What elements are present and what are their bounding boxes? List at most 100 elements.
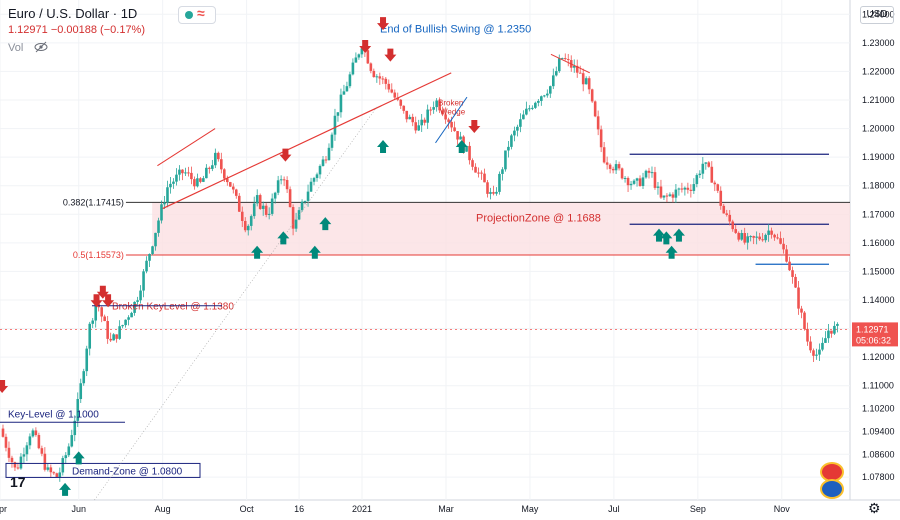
candle-body bbox=[73, 420, 77, 436]
candle-body bbox=[746, 236, 749, 243]
currency-flags bbox=[820, 462, 844, 499]
candle-body bbox=[800, 308, 803, 313]
candle-body bbox=[599, 129, 603, 148]
y-axis[interactable]: 1.07800 1.08600 1.09400 1.10200 1.11000 1.120… bbox=[852, 9, 898, 482]
wedge-line bbox=[435, 96, 468, 144]
quote-line: 1.12971 −0.00188 (−0.17%) bbox=[8, 24, 146, 36]
candle-body bbox=[755, 236, 758, 238]
candle-body bbox=[148, 253, 151, 261]
currency-button[interactable]: USD bbox=[860, 6, 894, 24]
gear-icon[interactable]: ⚙ bbox=[868, 500, 881, 516]
candle-body bbox=[731, 221, 735, 230]
candle-body bbox=[513, 130, 516, 136]
indicator-toggle-button[interactable]: ≈ bbox=[178, 5, 216, 24]
y-tick-label: 1.19000 bbox=[862, 152, 895, 162]
buy-arrow-icon bbox=[319, 217, 332, 231]
candle-body bbox=[193, 179, 196, 187]
candle-body bbox=[333, 115, 337, 135]
candle-body bbox=[217, 152, 220, 160]
candle-body bbox=[372, 70, 376, 78]
candle-body bbox=[10, 457, 14, 463]
candle-body bbox=[357, 54, 361, 58]
y-tick-label: 1.18000 bbox=[862, 181, 895, 191]
candle-body bbox=[435, 100, 438, 108]
candle-body bbox=[779, 238, 782, 244]
candle-body bbox=[309, 181, 313, 192]
candle-body bbox=[465, 145, 468, 152]
candle-body bbox=[453, 127, 456, 132]
candle-body bbox=[46, 467, 50, 470]
candle-body bbox=[196, 178, 199, 187]
trendline-red bbox=[162, 72, 452, 210]
y-tick-label: 1.24000 bbox=[862, 9, 895, 19]
candle-body bbox=[231, 186, 235, 190]
candle-body bbox=[429, 109, 432, 111]
sell-arrow-icon bbox=[96, 285, 109, 299]
candle-body bbox=[240, 211, 244, 221]
candle-body bbox=[276, 180, 280, 193]
y-tick-label: 1.12000 bbox=[862, 352, 895, 362]
x-tick-label: 16 bbox=[294, 504, 304, 514]
x-tick-label: 2021 bbox=[352, 504, 372, 514]
candle-body bbox=[282, 179, 286, 181]
candle-body bbox=[214, 152, 217, 166]
candle-body bbox=[76, 399, 80, 421]
candle-body bbox=[614, 164, 618, 171]
volume-label[interactable]: Vol bbox=[8, 42, 24, 54]
candle-body bbox=[157, 220, 160, 233]
countdown-label: 05:06:32 bbox=[856, 335, 891, 345]
candle-body bbox=[459, 136, 462, 140]
candle-body bbox=[821, 342, 824, 350]
candle-body bbox=[734, 229, 738, 233]
candle-body bbox=[273, 192, 277, 199]
y-tick-label: 1.15000 bbox=[862, 266, 895, 276]
candle-body bbox=[255, 195, 259, 204]
candle-body bbox=[528, 108, 531, 110]
hide-eye-icon[interactable] bbox=[34, 41, 48, 53]
candle-body bbox=[85, 348, 89, 372]
candle-body bbox=[471, 160, 474, 167]
candle-body bbox=[474, 166, 477, 173]
candle-body bbox=[504, 150, 507, 170]
sell-arrow-icon bbox=[0, 380, 9, 393]
candle-body bbox=[199, 178, 202, 182]
candle-body bbox=[426, 109, 429, 123]
y-tick-label: 1.11000 bbox=[862, 381, 894, 391]
candle-body bbox=[321, 159, 325, 166]
candle-body bbox=[118, 326, 121, 339]
candle-body bbox=[70, 435, 74, 447]
candle-body bbox=[106, 321, 109, 339]
candle-body bbox=[617, 164, 621, 169]
candle-body bbox=[596, 116, 600, 130]
candle-body bbox=[387, 83, 391, 90]
candle-body bbox=[644, 170, 648, 178]
candle-body bbox=[22, 454, 26, 457]
candle-body bbox=[486, 182, 489, 194]
candle-body bbox=[1, 428, 5, 437]
candle-body bbox=[408, 116, 412, 120]
candle-body bbox=[91, 320, 95, 324]
candle-body bbox=[154, 232, 157, 247]
candle-body bbox=[776, 237, 779, 239]
candle-body bbox=[674, 189, 678, 198]
candle-body bbox=[578, 72, 582, 74]
candle-body bbox=[288, 189, 292, 208]
candle-body bbox=[279, 179, 283, 181]
candle-body bbox=[629, 183, 633, 186]
x-axis[interactable]: Apr Jun Aug Oct 16 2021 Mar May Jul Sep Nov bbox=[0, 504, 790, 514]
candle-body bbox=[399, 99, 403, 106]
candle-body bbox=[701, 163, 705, 174]
candle-body bbox=[378, 76, 382, 79]
candle-body bbox=[369, 63, 373, 71]
x-tick-label: Apr bbox=[0, 504, 7, 514]
candle-body bbox=[495, 191, 498, 194]
candle-body bbox=[300, 201, 304, 211]
candle-body bbox=[806, 328, 809, 342]
buy-arrow-icon bbox=[251, 245, 264, 259]
candle-body bbox=[477, 172, 480, 174]
candle-body bbox=[402, 105, 406, 111]
channel-top-line bbox=[157, 128, 216, 167]
candle-body bbox=[7, 447, 11, 458]
candle-body bbox=[115, 334, 118, 339]
